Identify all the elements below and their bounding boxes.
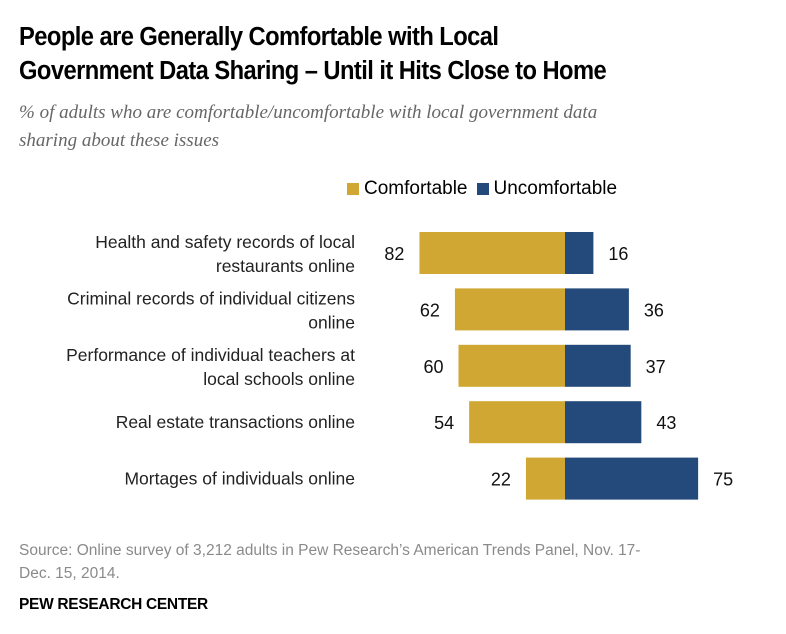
- value-label-uncomfortable: 43: [656, 413, 676, 433]
- bar-comfortable: [419, 232, 565, 274]
- bar-uncomfortable: [565, 401, 642, 444]
- chart-subtitle-line-1: % of adults who are comfortable/uncomfor…: [19, 102, 598, 123]
- legend-label-uncomfortable: Uncomfortable: [493, 178, 618, 199]
- legend-swatch-comfortable: [347, 183, 359, 195]
- category-label: Criminal records of individual citizens o…: [67, 288, 355, 332]
- chart-title-line-1: People are Generally Comfortable with Lo…: [19, 23, 499, 51]
- source-line-2: Dec. 15, 2014.: [19, 565, 120, 582]
- value-label-comfortable: 62: [420, 300, 440, 320]
- legend-item-uncomfortable: Uncomfortable: [476, 178, 618, 200]
- value-label-comfortable: 54: [434, 413, 454, 433]
- bar-uncomfortable: [565, 288, 629, 331]
- source-line-1: Source: Online survey of 3,212 adults in…: [19, 542, 641, 559]
- organization-credit: PEW RESEARCH CENTER: [19, 596, 208, 613]
- bar-comfortable: [454, 288, 565, 331]
- source-note: Source: Online survey of 3,212 adults in…: [19, 539, 779, 585]
- value-label-comfortable: 82: [384, 244, 404, 264]
- category-label: Mortages of individuals online: [124, 469, 355, 489]
- legend-swatch-uncomfortable: [476, 183, 489, 195]
- bar-row: Criminal records of individual citizens o…: [67, 288, 664, 332]
- legend: Comfortable Uncomfortable: [347, 176, 626, 202]
- bar-row: Performance of individual teachers at loc…: [66, 344, 666, 389]
- value-label-uncomfortable: 75: [713, 470, 733, 490]
- bar-uncomfortable: [565, 232, 594, 274]
- bar-comfortable: [469, 401, 565, 444]
- category-label: Real estate transactions online: [116, 412, 355, 432]
- bar-row: Health and safety records of local restau…: [95, 232, 628, 276]
- chart-title-line-2: Government Data Sharing – Until it Hits …: [19, 57, 607, 85]
- value-label-uncomfortable: 16: [608, 244, 628, 264]
- legend-item-comfortable: Comfortable: [347, 178, 468, 200]
- value-label-comfortable: 60: [423, 357, 443, 377]
- bar-uncomfortable: [565, 457, 699, 500]
- bar-comfortable: [525, 457, 565, 500]
- chart-subtitle: % of adults who are comfortable/uncomfor…: [19, 99, 779, 155]
- bar-comfortable: [458, 344, 565, 387]
- value-label-uncomfortable: 37: [646, 357, 666, 377]
- bar-row: Real estate transactions online 54 43: [116, 401, 676, 444]
- chart-title: People are Generally Comfortable with Lo…: [19, 20, 782, 88]
- bar-row: Mortages of individuals online 22 75: [124, 457, 733, 500]
- category-label: Health and safety records of local restau…: [95, 232, 355, 276]
- value-label-uncomfortable: 36: [644, 300, 664, 320]
- legend-label-comfortable: Comfortable: [364, 178, 468, 199]
- value-label-comfortable: 22: [491, 470, 511, 490]
- category-label: Performance of individual teachers at loc…: [66, 345, 355, 389]
- bar-uncomfortable: [565, 344, 631, 387]
- chart-subtitle-line-2: sharing about these issues: [19, 130, 220, 151]
